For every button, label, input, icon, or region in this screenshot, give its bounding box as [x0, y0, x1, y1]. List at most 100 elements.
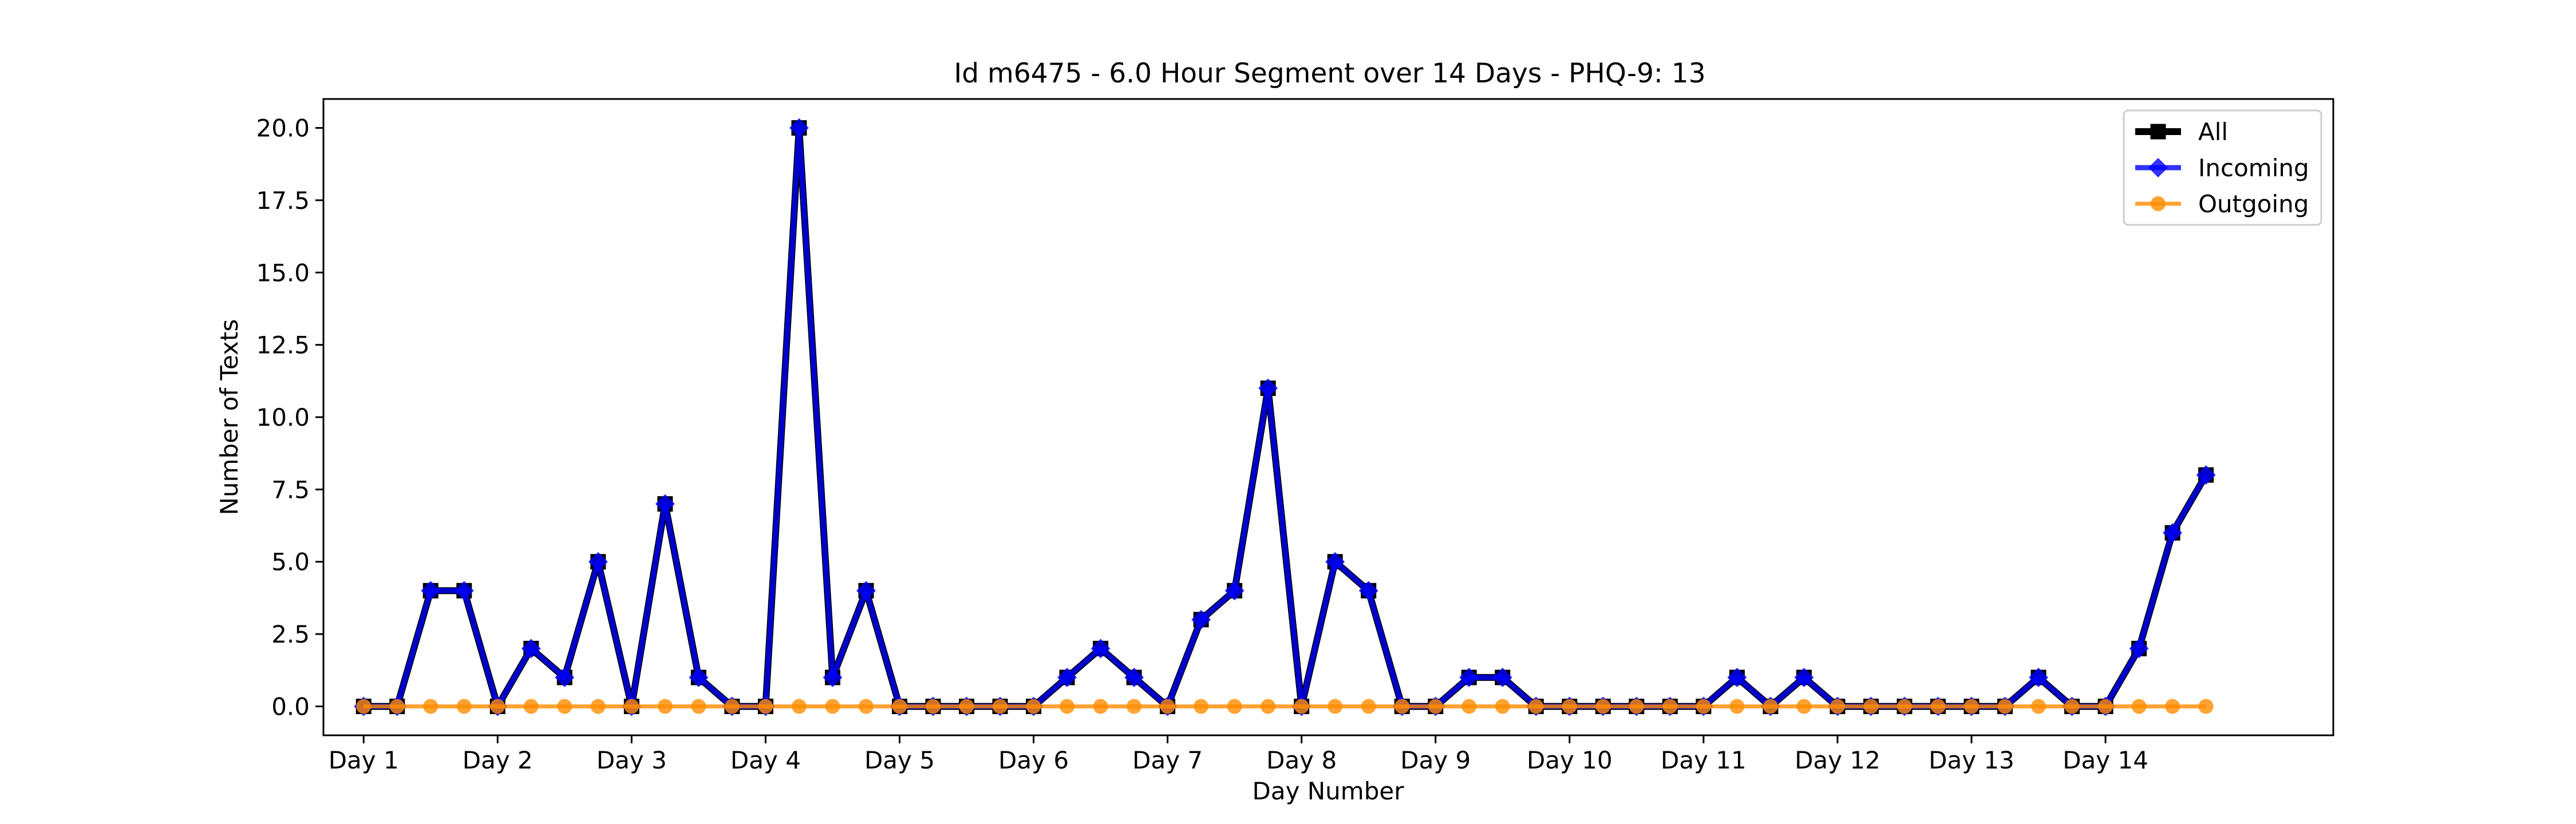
- legend-entry: All: [2135, 118, 2228, 146]
- x-tick-label: Day 2: [463, 746, 533, 774]
- data-point-incoming: [1191, 609, 1211, 629]
- data-point-outgoing: [1763, 699, 1778, 714]
- data-point-outgoing: [557, 699, 572, 714]
- x-tick-label: Day 8: [1266, 746, 1337, 774]
- x-tick-label: Day 7: [1132, 746, 1203, 774]
- data-point-outgoing: [2165, 699, 2180, 714]
- y-tick-label: 7.5: [271, 476, 310, 504]
- data-point-outgoing: [1729, 699, 1745, 714]
- data-point-outgoing: [892, 699, 907, 714]
- data-point-outgoing: [1696, 699, 1711, 714]
- x-tick-label: Day 13: [1929, 746, 2014, 774]
- x-tick-label: Day 10: [1527, 746, 1613, 774]
- data-point-incoming: [856, 581, 876, 601]
- data-point-incoming: [689, 667, 709, 687]
- data-point-outgoing: [1327, 699, 1343, 714]
- y-tick-label: 0.0: [271, 692, 310, 720]
- legend-label: Outgoing: [2198, 190, 2309, 218]
- data-point-outgoing: [523, 699, 539, 714]
- data-point-incoming: [454, 581, 474, 601]
- x-tick-label: Day 3: [596, 746, 667, 774]
- plot-frame: [322, 98, 2334, 736]
- data-point-outgoing: [2031, 699, 2046, 714]
- data-point-outgoing: [993, 699, 1008, 714]
- data-point-incoming: [1358, 581, 1378, 601]
- legend: All Incoming Outgoing: [2123, 109, 2322, 226]
- data-point-incoming: [2129, 639, 2149, 659]
- data-point-outgoing: [1261, 699, 1276, 714]
- plot-area: [323, 99, 2333, 735]
- data-point-outgoing: [624, 699, 639, 714]
- data-point-outgoing: [1997, 699, 2013, 714]
- data-point-outgoing: [1495, 699, 1510, 714]
- x-tick-label: Day 14: [2063, 746, 2148, 774]
- y-tick-label: 20.0: [256, 114, 310, 142]
- data-point-outgoing: [1528, 699, 1544, 714]
- data-point-outgoing: [758, 699, 773, 714]
- data-point-outgoing: [1026, 699, 1041, 714]
- data-point-outgoing: [1428, 699, 1443, 714]
- data-point-incoming: [2163, 523, 2183, 543]
- data-point-outgoing: [1394, 699, 1410, 714]
- y-tick-label: 2.5: [271, 620, 310, 648]
- data-point-incoming: [1057, 667, 1077, 687]
- legend-label: All: [2198, 118, 2228, 146]
- y-tick-label: 10.0: [256, 403, 310, 431]
- series-layer: [354, 118, 2216, 716]
- data-point-incoming: [1459, 667, 1479, 687]
- chart-title: Id m6475 - 6.0 Hour Segment over 14 Days…: [954, 58, 1705, 89]
- y-tick-label: 15.0: [256, 259, 310, 287]
- y-axis-label: Number of Texts: [215, 319, 243, 516]
- data-point-outgoing: [1897, 699, 1912, 714]
- data-point-outgoing: [1294, 699, 1309, 714]
- data-point-incoming: [823, 667, 843, 687]
- x-axis-label: Day Number: [1252, 777, 1404, 805]
- data-point-outgoing: [657, 699, 673, 714]
- x-tick-label: Day 6: [998, 746, 1069, 774]
- y-axis: 0.0 2.5 5.0 7.5 10.0 12.5 15.0 17.5 20.0: [256, 114, 323, 720]
- x-tick-label: Day 11: [1661, 746, 1747, 774]
- data-point-outgoing: [691, 699, 706, 714]
- x-axis: Day 1 Day 2 Day 3 Day 4 Day 5 Day 6 Day 7 Day 8…: [329, 735, 2148, 774]
- x-tick-label: Day 1: [329, 746, 399, 774]
- data-point-outgoing: [858, 699, 874, 714]
- data-point-outgoing: [825, 699, 840, 714]
- data-point-outgoing: [1796, 699, 1812, 714]
- data-point-incoming: [2029, 667, 2049, 687]
- y-tick-label: 17.5: [256, 187, 310, 215]
- data-point-incoming: [1492, 667, 1512, 687]
- data-point-incoming: [1091, 639, 1111, 659]
- data-point-outgoing: [1461, 699, 1477, 714]
- data-point-outgoing: [2064, 699, 2080, 714]
- data-point-outgoing: [1930, 699, 1946, 714]
- data-point-outgoing: [356, 699, 372, 714]
- data-point-outgoing: [1194, 699, 1209, 714]
- legend-swatch-marker: [2148, 158, 2168, 177]
- data-point-incoming: [588, 552, 608, 572]
- data-point-outgoing: [389, 699, 405, 714]
- data-point-outgoing: [2131, 699, 2147, 714]
- data-point-outgoing: [959, 699, 974, 714]
- data-point-incoming: [421, 581, 441, 601]
- x-tick-label: Day 5: [864, 746, 935, 774]
- x-tick-label: Day 9: [1400, 746, 1471, 774]
- legend-swatch-marker: [2150, 124, 2166, 140]
- data-point-outgoing: [1093, 699, 1108, 714]
- data-point-outgoing: [926, 699, 941, 714]
- data-point-incoming: [555, 667, 575, 687]
- data-point-outgoing: [1227, 699, 1242, 714]
- data-point-incoming: [1325, 552, 1345, 572]
- data-point-outgoing: [456, 699, 472, 714]
- legend-box: [2123, 109, 2322, 226]
- data-point-outgoing: [1863, 699, 1879, 714]
- data-point-outgoing: [1662, 699, 1678, 714]
- legend-label: Incoming: [2198, 154, 2309, 182]
- y-tick-label: 12.5: [256, 331, 310, 359]
- y-tick-label: 5.0: [271, 548, 310, 576]
- data-point-incoming: [1124, 667, 1144, 687]
- data-point-outgoing: [1160, 699, 1175, 714]
- data-point-outgoing: [791, 699, 807, 714]
- legend-entry: Incoming: [2135, 154, 2309, 182]
- data-point-outgoing: [1964, 699, 1980, 714]
